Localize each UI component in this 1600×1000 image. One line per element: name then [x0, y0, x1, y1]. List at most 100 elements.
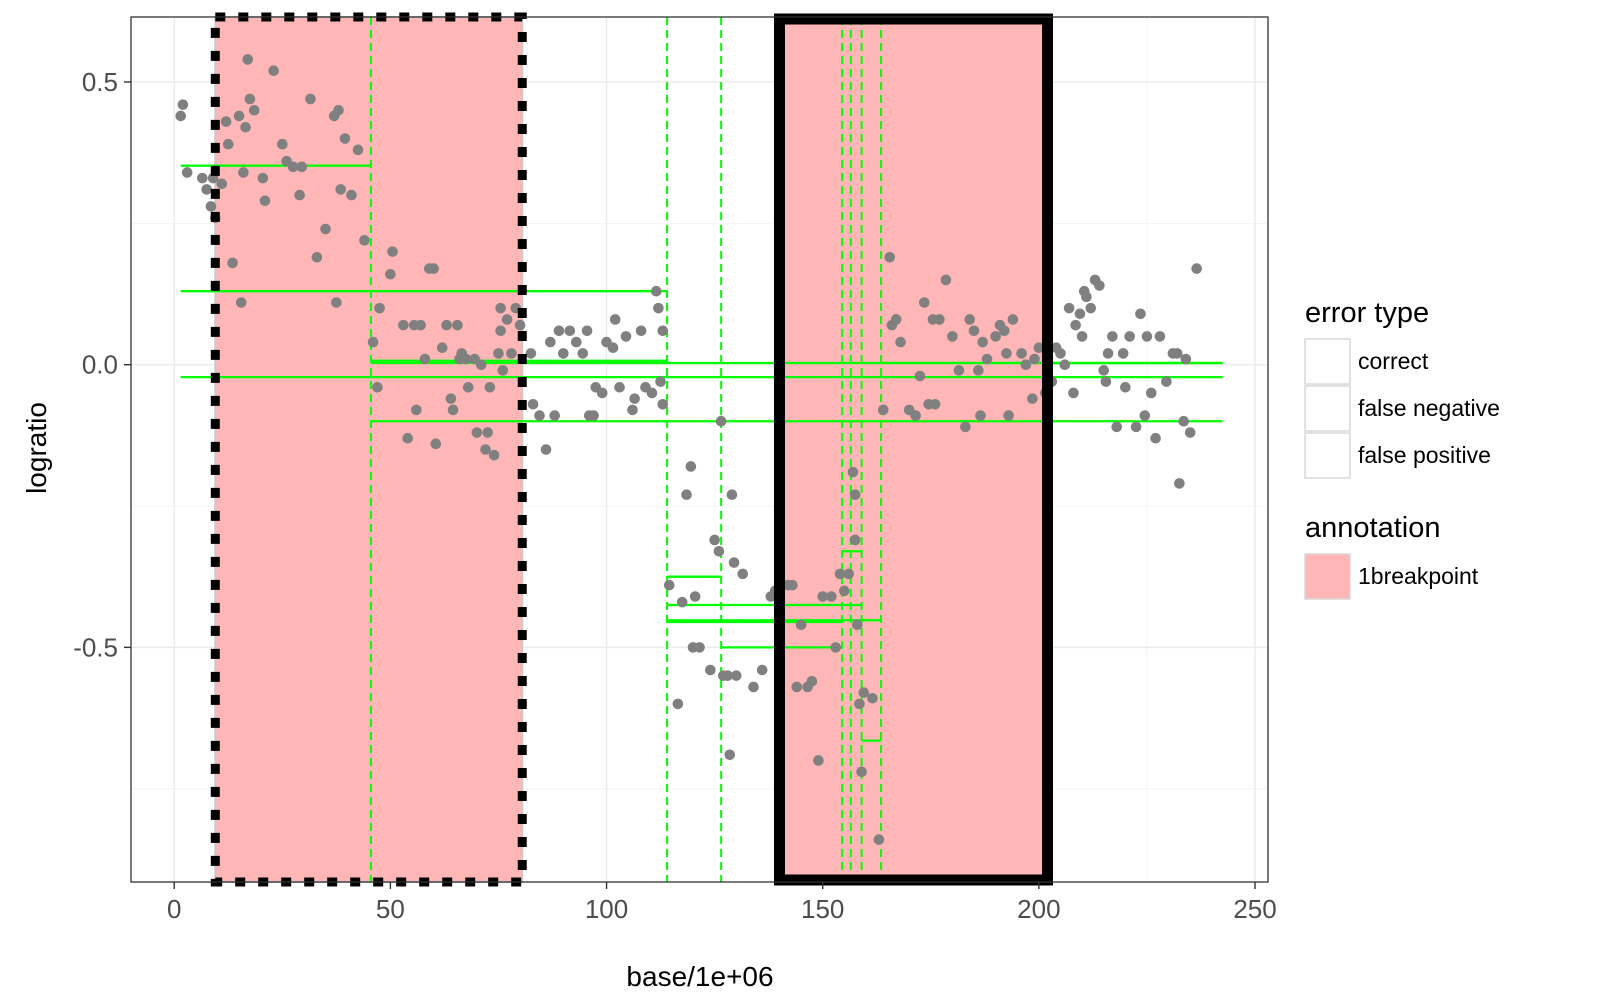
data-point [929, 398, 941, 410]
data-point [1154, 331, 1166, 342]
data-point [387, 246, 398, 257]
data-point [1016, 348, 1027, 359]
data-point [287, 161, 299, 173]
data-point [964, 314, 975, 325]
data-point [607, 342, 619, 354]
data-point [1139, 410, 1151, 421]
data-point [277, 138, 288, 150]
data-point [197, 172, 208, 184]
legend-key-correct [1304, 338, 1351, 385]
data-point [737, 568, 749, 580]
legend-title-annotation: annotation [1305, 512, 1440, 544]
data-point [1059, 359, 1071, 370]
data-point [722, 670, 733, 681]
annotation-region-1breakpoint [214, 16, 524, 883]
data-point [570, 336, 582, 348]
x-tick-label: 200 [1017, 894, 1060, 924]
data-point [724, 749, 736, 761]
data-point [914, 370, 926, 382]
data-point [1027, 393, 1038, 404]
data-point [553, 325, 565, 337]
data-point [1074, 308, 1086, 320]
data-point [834, 568, 846, 580]
data-point [685, 461, 697, 472]
data-point [849, 534, 861, 546]
data-point [495, 302, 506, 314]
data-point [482, 427, 493, 438]
data-point [475, 359, 487, 370]
data-point [484, 382, 496, 393]
legend-key-false-negative [1304, 385, 1351, 432]
data-point [335, 184, 346, 195]
data-point [1007, 314, 1019, 325]
data-point [1001, 348, 1012, 359]
data-point [177, 99, 189, 110]
data-point [430, 438, 442, 450]
data-point [545, 336, 556, 348]
data-point [1180, 353, 1192, 365]
data-point [419, 353, 431, 365]
data-point [1124, 331, 1135, 342]
data-point [495, 325, 506, 337]
plot-panel [130, 12, 1269, 887]
data-point [1171, 348, 1183, 359]
data-point [1117, 348, 1129, 359]
data-point [858, 687, 870, 698]
data-point [1135, 308, 1146, 320]
annotation-regions [214, 16, 1049, 883]
data-point [657, 325, 669, 337]
data-point [514, 319, 526, 331]
data-point [222, 138, 234, 150]
data-point [726, 489, 738, 501]
data-point [201, 184, 212, 195]
data-point [238, 167, 249, 178]
data-point [663, 579, 675, 591]
y-tick-label: -0.5 [73, 632, 118, 662]
data-point [787, 579, 798, 591]
data-point [817, 591, 829, 602]
data-point [577, 348, 589, 359]
y-tick-label: 0.5 [82, 67, 118, 97]
data-point [372, 382, 383, 393]
data-point [705, 664, 716, 676]
data-point [1055, 348, 1066, 359]
data-point [813, 755, 824, 766]
data-point [1063, 302, 1075, 314]
data-point [428, 263, 439, 274]
legend-label-correct: correct [1358, 348, 1429, 374]
legend-key-false-positive [1304, 432, 1351, 479]
data-point [694, 642, 705, 653]
data-point [564, 325, 576, 337]
data-point [248, 104, 260, 116]
data-point [374, 302, 385, 314]
data-point [588, 410, 599, 421]
data-point [462, 382, 474, 393]
data-point [998, 325, 1010, 337]
data-point [402, 432, 413, 444]
data-point [947, 331, 958, 342]
data-point [867, 692, 878, 704]
data-point [854, 698, 865, 710]
data-point [181, 167, 193, 178]
data-point [385, 268, 396, 280]
x-tick-label: 100 [585, 894, 628, 924]
legend-label-1breakpoint: 1breakpoint [1358, 563, 1479, 589]
error-borders [210, 12, 1054, 887]
data-point [581, 325, 593, 337]
false-negative-border [773, 13, 1054, 886]
data-point [650, 285, 662, 297]
data-point [268, 65, 279, 77]
data-point [975, 410, 986, 421]
data-point [257, 172, 269, 184]
data-point [895, 336, 906, 348]
panel-border [130, 16, 1269, 883]
data-point [1178, 415, 1189, 427]
data-point [398, 319, 409, 331]
data-point [333, 104, 344, 116]
data-point [1085, 302, 1097, 314]
data-point [806, 675, 818, 687]
data-point [847, 466, 859, 478]
data-point [981, 353, 993, 365]
data-point [940, 274, 952, 286]
data-point [233, 110, 245, 122]
